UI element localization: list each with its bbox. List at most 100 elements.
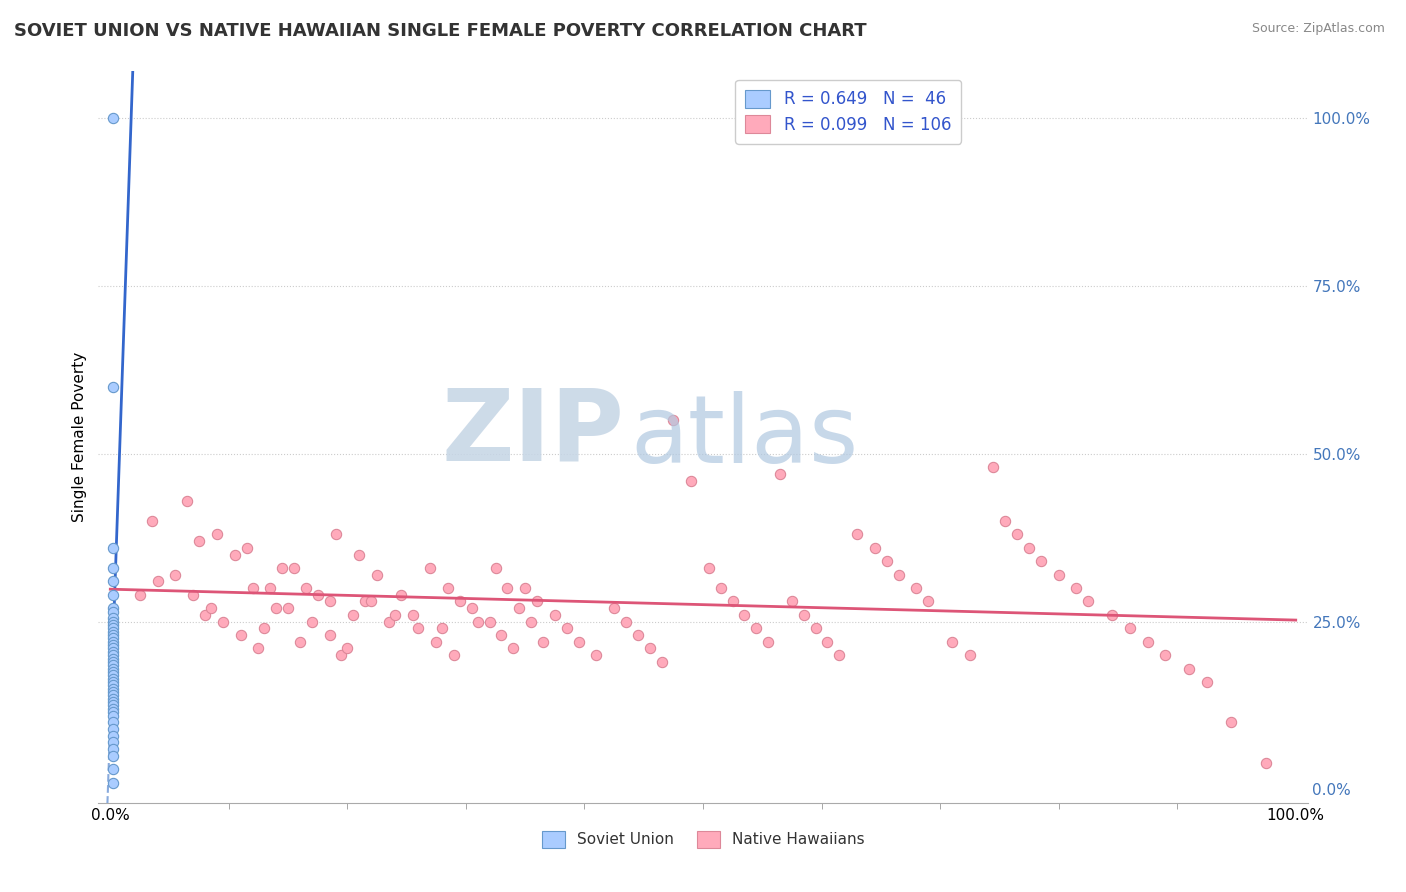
Point <box>101 698 124 713</box>
Point <box>288 634 311 648</box>
Point <box>101 638 124 652</box>
Point <box>101 574 124 589</box>
Point <box>1178 662 1201 676</box>
Point <box>101 611 124 625</box>
Point <box>330 648 353 662</box>
Point <box>101 380 124 394</box>
Point <box>1066 581 1088 595</box>
Point <box>129 588 152 602</box>
Point <box>325 527 347 541</box>
Point <box>994 514 1017 528</box>
Point <box>224 548 246 562</box>
Point <box>710 581 733 595</box>
Point <box>101 681 124 696</box>
Point <box>662 413 685 427</box>
Point <box>887 567 910 582</box>
Point <box>101 708 124 723</box>
Point <box>804 621 827 635</box>
Text: ZIP: ZIP <box>441 385 624 482</box>
Point <box>194 607 217 622</box>
Point <box>638 641 661 656</box>
Point <box>1119 621 1142 635</box>
Point <box>1254 756 1277 770</box>
Point <box>101 112 124 126</box>
Point <box>101 722 124 736</box>
Point <box>793 607 815 622</box>
Point <box>101 702 124 716</box>
Point <box>496 581 519 595</box>
Point <box>101 634 124 648</box>
Point <box>205 527 228 541</box>
Point <box>229 628 252 642</box>
Point <box>165 567 187 582</box>
Point <box>681 474 703 488</box>
Point <box>531 634 554 648</box>
Point <box>101 668 124 682</box>
Point <box>846 527 869 541</box>
Point <box>101 775 124 789</box>
Point <box>259 581 281 595</box>
Point <box>828 648 851 662</box>
Point <box>271 561 294 575</box>
Point <box>101 675 124 690</box>
Point <box>627 628 650 642</box>
Point <box>277 601 299 615</box>
Point <box>101 605 124 619</box>
Point <box>360 594 382 608</box>
Point <box>101 695 124 709</box>
Point <box>264 601 287 615</box>
Point <box>817 634 839 648</box>
Point <box>1077 594 1099 608</box>
Point <box>200 601 222 615</box>
Point <box>318 594 340 608</box>
Point <box>1136 634 1159 648</box>
Point <box>756 634 779 648</box>
Point <box>526 594 548 608</box>
Point <box>366 567 388 582</box>
Point <box>101 705 124 719</box>
Point <box>101 691 124 706</box>
Point <box>941 634 963 648</box>
Point <box>101 742 124 756</box>
Point <box>101 632 124 646</box>
Point <box>342 607 364 622</box>
Point <box>101 651 124 665</box>
Point <box>101 662 124 676</box>
Point <box>101 735 124 749</box>
Point <box>101 748 124 763</box>
Point <box>188 534 211 549</box>
Point <box>235 541 257 555</box>
Point <box>101 658 124 673</box>
Point <box>101 618 124 632</box>
Point <box>650 655 672 669</box>
Point <box>461 601 484 615</box>
Point <box>101 729 124 743</box>
Point <box>101 645 124 659</box>
Point <box>101 541 124 555</box>
Point <box>389 588 412 602</box>
Legend: Soviet Union, Native Hawaiians: Soviet Union, Native Hawaiians <box>536 825 870 854</box>
Point <box>101 655 124 669</box>
Point <box>101 648 124 662</box>
Y-axis label: Single Female Poverty: Single Female Poverty <box>72 352 87 522</box>
Point <box>378 615 401 629</box>
Point <box>242 581 264 595</box>
Point <box>603 601 626 615</box>
Point <box>336 641 359 656</box>
Point <box>301 615 323 629</box>
Point <box>443 648 465 662</box>
Point <box>101 678 124 692</box>
Point <box>769 467 792 481</box>
Point <box>101 601 124 615</box>
Point <box>101 561 124 575</box>
Point <box>614 615 637 629</box>
Point <box>101 628 124 642</box>
Point <box>347 548 370 562</box>
Point <box>101 588 124 602</box>
Point <box>437 581 460 595</box>
Point <box>449 594 471 608</box>
Point <box>253 621 276 635</box>
Point <box>101 621 124 635</box>
Point <box>876 554 898 568</box>
Point <box>959 648 981 662</box>
